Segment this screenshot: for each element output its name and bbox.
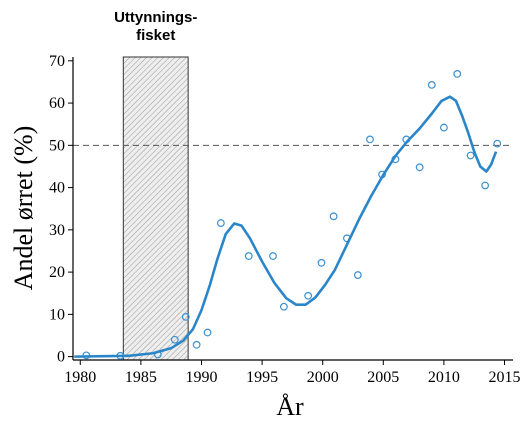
data-point bbox=[181, 312, 190, 321]
y-tick-label: 30 bbox=[49, 222, 65, 239]
data-point bbox=[304, 291, 313, 300]
data-point bbox=[244, 252, 253, 260]
fit-curve bbox=[74, 95, 498, 358]
data-point bbox=[329, 212, 338, 221]
x-tick-label: 1995 bbox=[246, 369, 278, 386]
data-point bbox=[440, 123, 448, 132]
y-axis-label: Andel ørret (%) bbox=[9, 126, 38, 291]
span-label: fisket bbox=[136, 27, 175, 44]
data-point bbox=[317, 258, 326, 267]
x-tick-label: 1985 bbox=[125, 369, 157, 386]
data-point bbox=[453, 70, 462, 78]
data-point bbox=[353, 271, 362, 279]
data-point bbox=[466, 151, 475, 160]
y-tick-label: 70 bbox=[49, 53, 65, 70]
x-tick-label: 2005 bbox=[367, 369, 399, 386]
y-tick-label: 60 bbox=[49, 95, 65, 112]
data-point bbox=[481, 181, 490, 190]
data-point bbox=[427, 80, 436, 89]
data-point bbox=[170, 335, 179, 344]
y-tick-label: 10 bbox=[49, 306, 65, 323]
data-point bbox=[216, 219, 225, 227]
x-tick-label: 2015 bbox=[489, 369, 521, 386]
y-tick-label: 50 bbox=[49, 137, 65, 154]
x-tick-label: 2010 bbox=[428, 369, 460, 386]
data-point bbox=[203, 328, 212, 337]
data-point bbox=[280, 302, 288, 311]
y-tick-label: 40 bbox=[49, 180, 65, 197]
x-tick-label: 1980 bbox=[64, 369, 96, 386]
shaded-span bbox=[122, 56, 189, 361]
data-point bbox=[192, 340, 201, 349]
data-point bbox=[415, 163, 424, 172]
x-tick-label: 1990 bbox=[185, 369, 217, 386]
x-tick-label: 2000 bbox=[307, 369, 339, 386]
span-label: Uttynnings- bbox=[114, 9, 197, 26]
x-axis-label: År bbox=[276, 392, 304, 421]
data-point bbox=[269, 252, 277, 260]
data-point bbox=[366, 135, 374, 144]
y-tick-label: 0 bbox=[57, 349, 65, 366]
data-point bbox=[493, 139, 502, 148]
y-tick-label: 20 bbox=[49, 264, 65, 281]
